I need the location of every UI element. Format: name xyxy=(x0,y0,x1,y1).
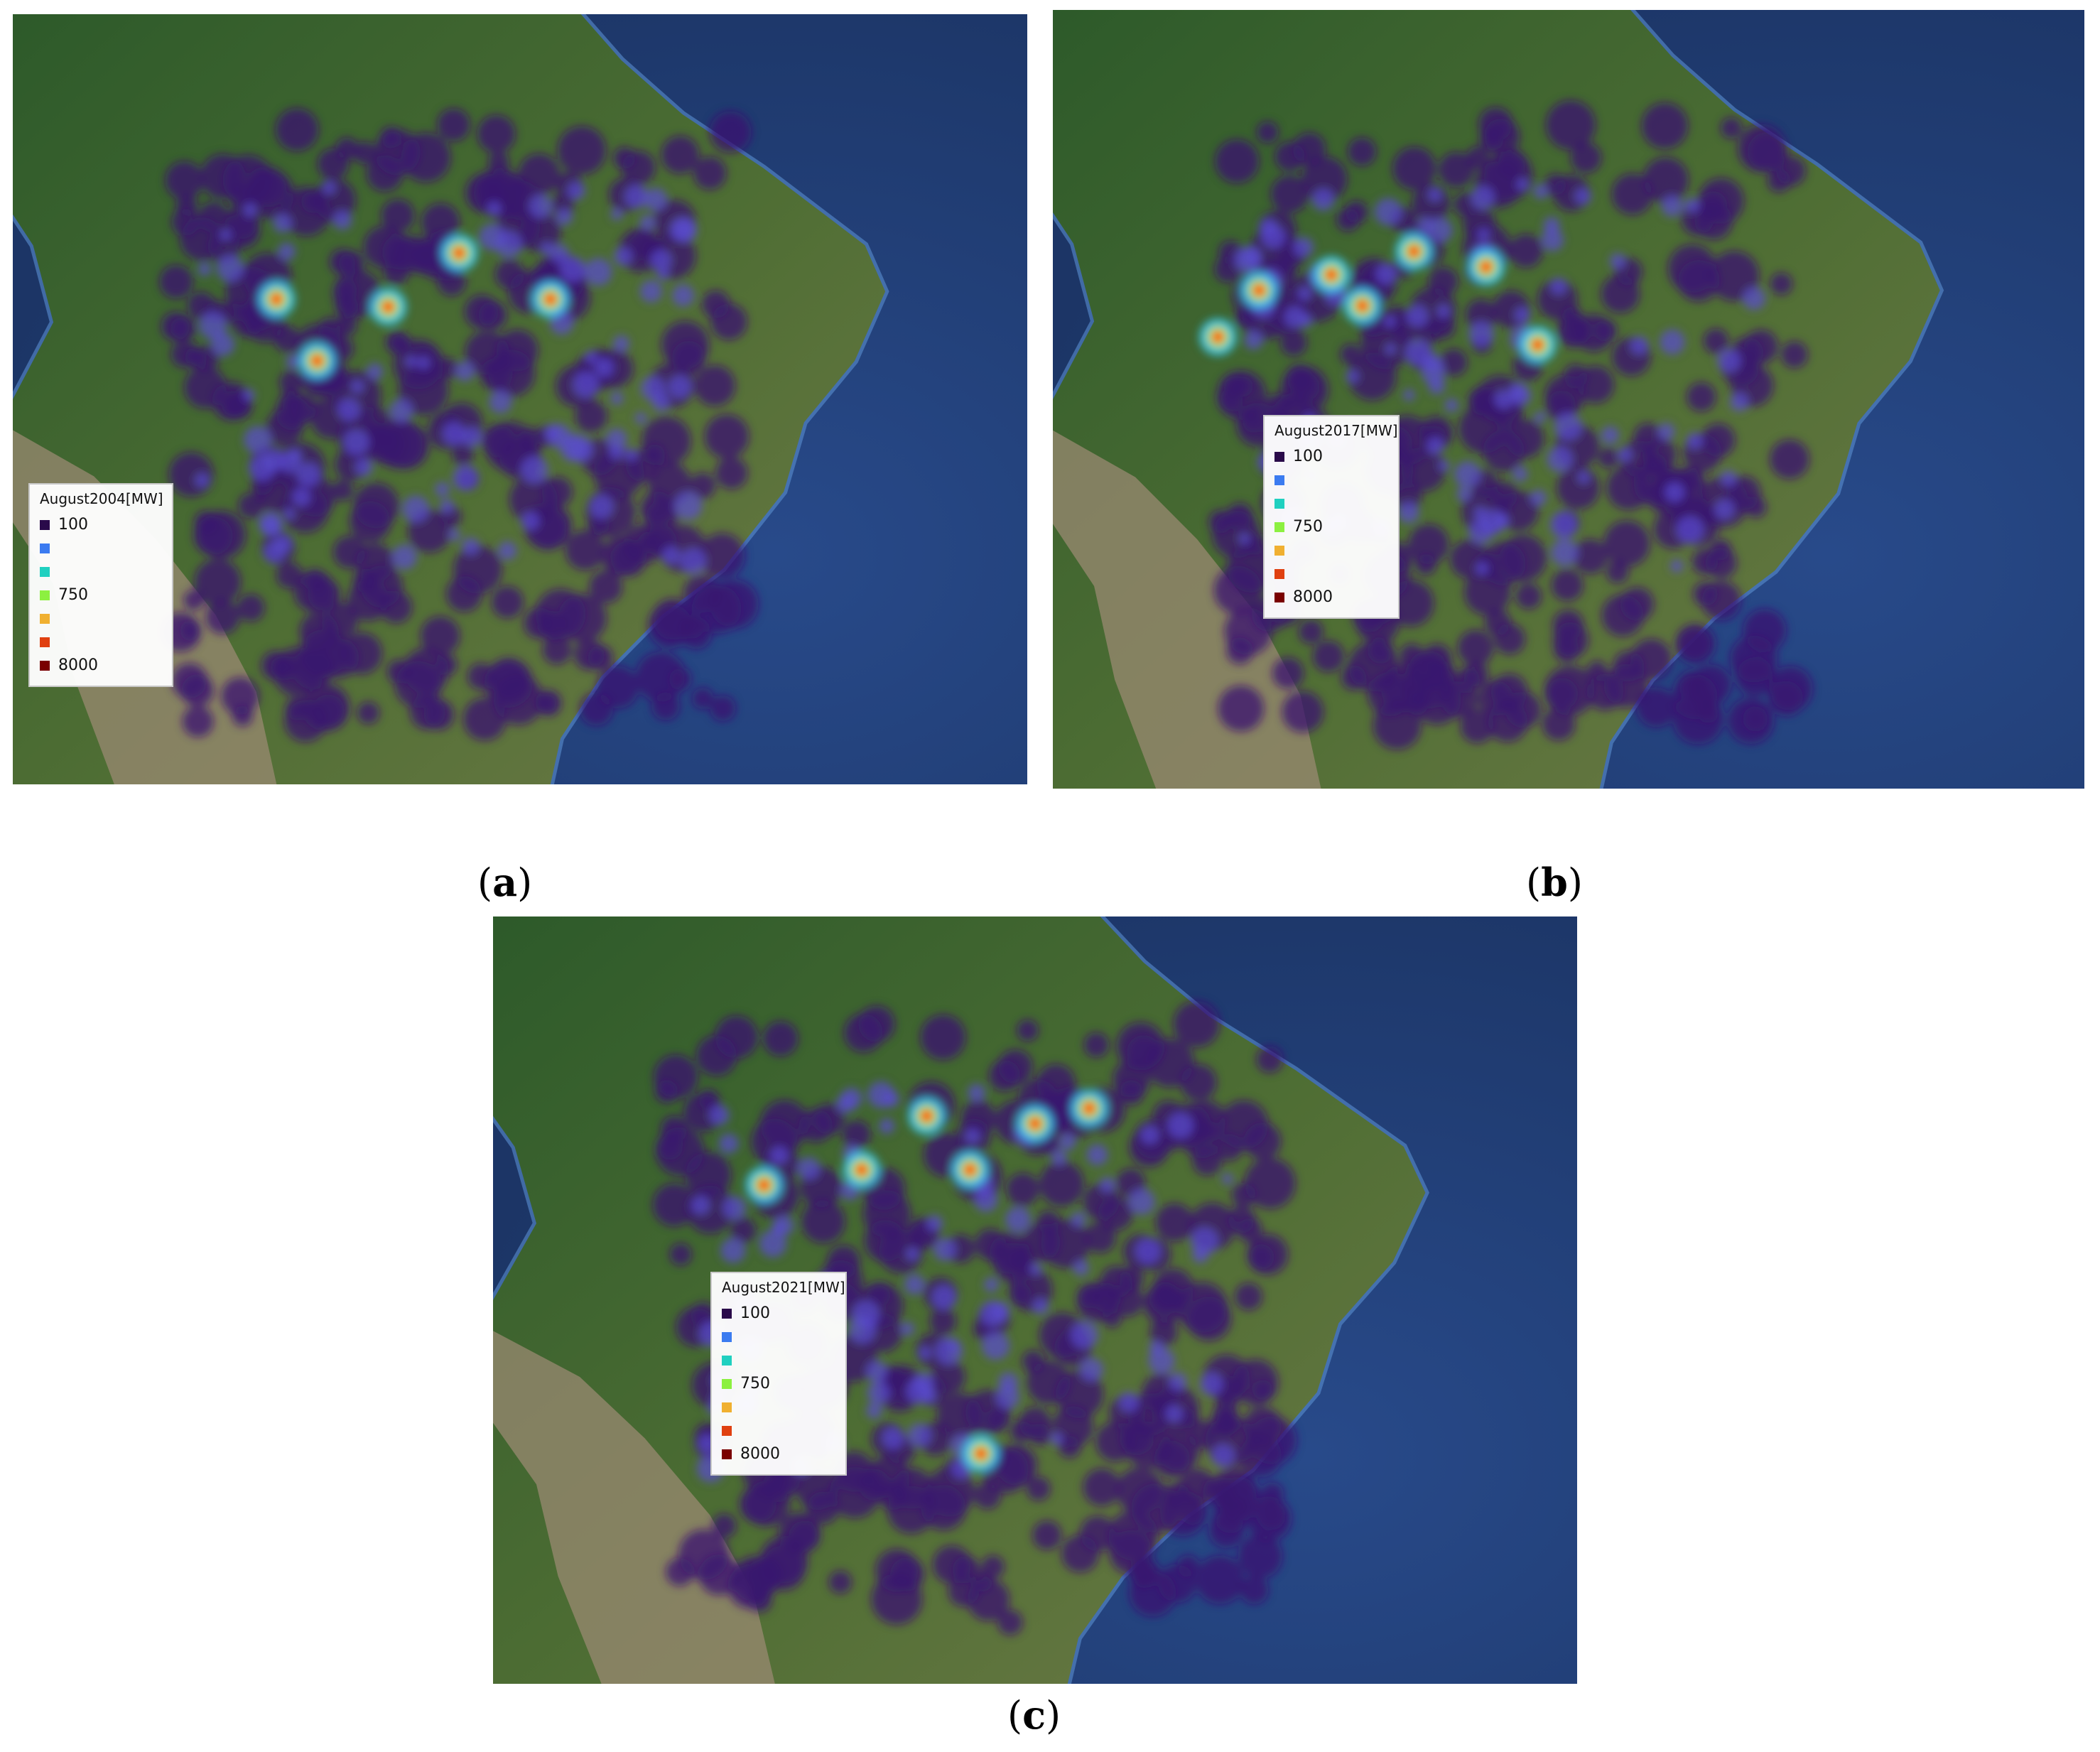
legend-row: 8000 xyxy=(40,654,159,677)
andes xyxy=(493,1331,775,1684)
legend-label: 750 xyxy=(740,1375,770,1393)
map-panel-c: August2021[MW] 100 750 8000 xyxy=(493,916,1577,1684)
legend-row xyxy=(722,1395,833,1419)
legend-b: August2017[MW] 100 750 8000 xyxy=(1263,415,1400,619)
legend-swatch xyxy=(722,1402,732,1412)
legend-row: 8000 xyxy=(722,1442,833,1466)
caption-b: (b) xyxy=(1526,860,1583,905)
legend-swatch xyxy=(40,519,50,530)
legend-label: 100 xyxy=(740,1304,770,1322)
legend-swatch xyxy=(40,660,50,671)
legend-row: 100 xyxy=(1274,445,1385,468)
legend-label: 750 xyxy=(1293,518,1323,536)
legend-swatch xyxy=(40,590,50,600)
legend-row: 100 xyxy=(722,1302,833,1325)
legend-title: August2004[MW] xyxy=(40,490,163,507)
legend-label: 8000 xyxy=(1293,588,1333,606)
legend-swatch xyxy=(40,613,50,624)
legend-row: 8000 xyxy=(1274,585,1385,609)
legend-swatch xyxy=(722,1449,732,1459)
legend-swatch xyxy=(722,1425,732,1436)
satellite-map-a xyxy=(13,14,1027,784)
satellite-map-c xyxy=(493,916,1577,1684)
legend-swatch xyxy=(1274,521,1284,532)
legend-swatch xyxy=(722,1355,732,1366)
legend-row: 750 xyxy=(722,1372,833,1395)
caption-c: (c) xyxy=(1007,1692,1061,1738)
satellite-map-b xyxy=(1053,10,2084,789)
legend-row xyxy=(722,1325,833,1348)
legend-swatch xyxy=(722,1378,732,1389)
legend-row: 750 xyxy=(1274,515,1385,539)
legend-row xyxy=(1274,468,1385,492)
legend-row: 100 xyxy=(40,513,159,536)
legend-swatch xyxy=(40,566,50,577)
legend-label: 100 xyxy=(58,516,88,534)
map-panel-a: August2004[MW] 100 750 8000 xyxy=(13,14,1027,784)
heatmap-layer xyxy=(159,108,759,742)
legend-label: 100 xyxy=(1293,448,1323,465)
legend-row: 750 xyxy=(40,583,159,607)
legend-row xyxy=(1274,492,1385,515)
legend-swatch xyxy=(1274,545,1284,556)
legend-row xyxy=(40,536,159,560)
legend-label: 8000 xyxy=(58,656,98,674)
legend-title: August2021[MW] xyxy=(722,1279,845,1296)
caption-letter: b xyxy=(1541,860,1568,905)
caption-letter: c xyxy=(1022,1692,1046,1738)
caption-a: (a) xyxy=(477,860,533,905)
legend-swatch xyxy=(1274,498,1284,509)
caption-letter: a xyxy=(492,860,518,905)
legend-row xyxy=(722,1419,833,1442)
legend-swatch xyxy=(40,637,50,647)
legend-title: August2017[MW] xyxy=(1274,422,1398,439)
legend-row xyxy=(722,1348,833,1372)
legend-swatch xyxy=(722,1331,732,1342)
legend-swatch xyxy=(40,543,50,553)
legend-label: 750 xyxy=(58,586,88,604)
legend-row xyxy=(40,607,159,630)
legend-row xyxy=(40,630,159,654)
legend-swatch xyxy=(1274,475,1284,485)
map-panel-b: August2017[MW] 100 750 8000 xyxy=(1053,10,2084,789)
legend-swatch xyxy=(722,1308,732,1319)
legend-a: August2004[MW] 100 750 8000 xyxy=(28,483,173,687)
legend-row xyxy=(1274,562,1385,585)
legend-swatch xyxy=(1274,451,1284,462)
legend-swatch xyxy=(1274,592,1284,602)
legend-row xyxy=(1274,539,1385,562)
legend-row xyxy=(40,560,159,583)
legend-label: 8000 xyxy=(740,1445,780,1463)
legend-swatch xyxy=(1274,568,1284,579)
legend-c: August2021[MW] 100 750 8000 xyxy=(710,1272,847,1476)
